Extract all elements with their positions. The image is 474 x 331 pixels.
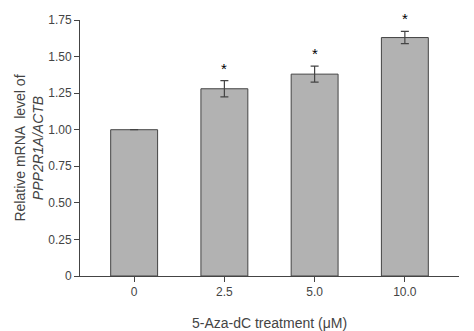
- svg-text:*: *: [221, 60, 227, 77]
- svg-text:1.00: 1.00: [48, 123, 72, 137]
- svg-text:*: *: [402, 10, 408, 27]
- svg-text:*: *: [312, 45, 318, 62]
- svg-text:0: 0: [131, 285, 138, 299]
- svg-text:0: 0: [65, 269, 72, 283]
- svg-text:10.0: 10.0: [393, 285, 417, 299]
- svg-text:5.0: 5.0: [306, 285, 323, 299]
- svg-text:2.5: 2.5: [216, 285, 233, 299]
- svg-text:Relative mRNA level ofPPP2R1A: Relative mRNA level ofPPP2R1A/ACTB: [12, 74, 46, 221]
- svg-text:0.50: 0.50: [48, 196, 72, 210]
- svg-text:0.75: 0.75: [48, 159, 72, 173]
- svg-text:0.25: 0.25: [48, 233, 72, 247]
- svg-text:5-Aza-dC treatment (μM): 5-Aza-dC treatment (μM): [192, 315, 347, 331]
- svg-text:1.50: 1.50: [48, 50, 72, 64]
- svg-text:1.25: 1.25: [48, 86, 72, 100]
- svg-text:1.75: 1.75: [48, 13, 72, 27]
